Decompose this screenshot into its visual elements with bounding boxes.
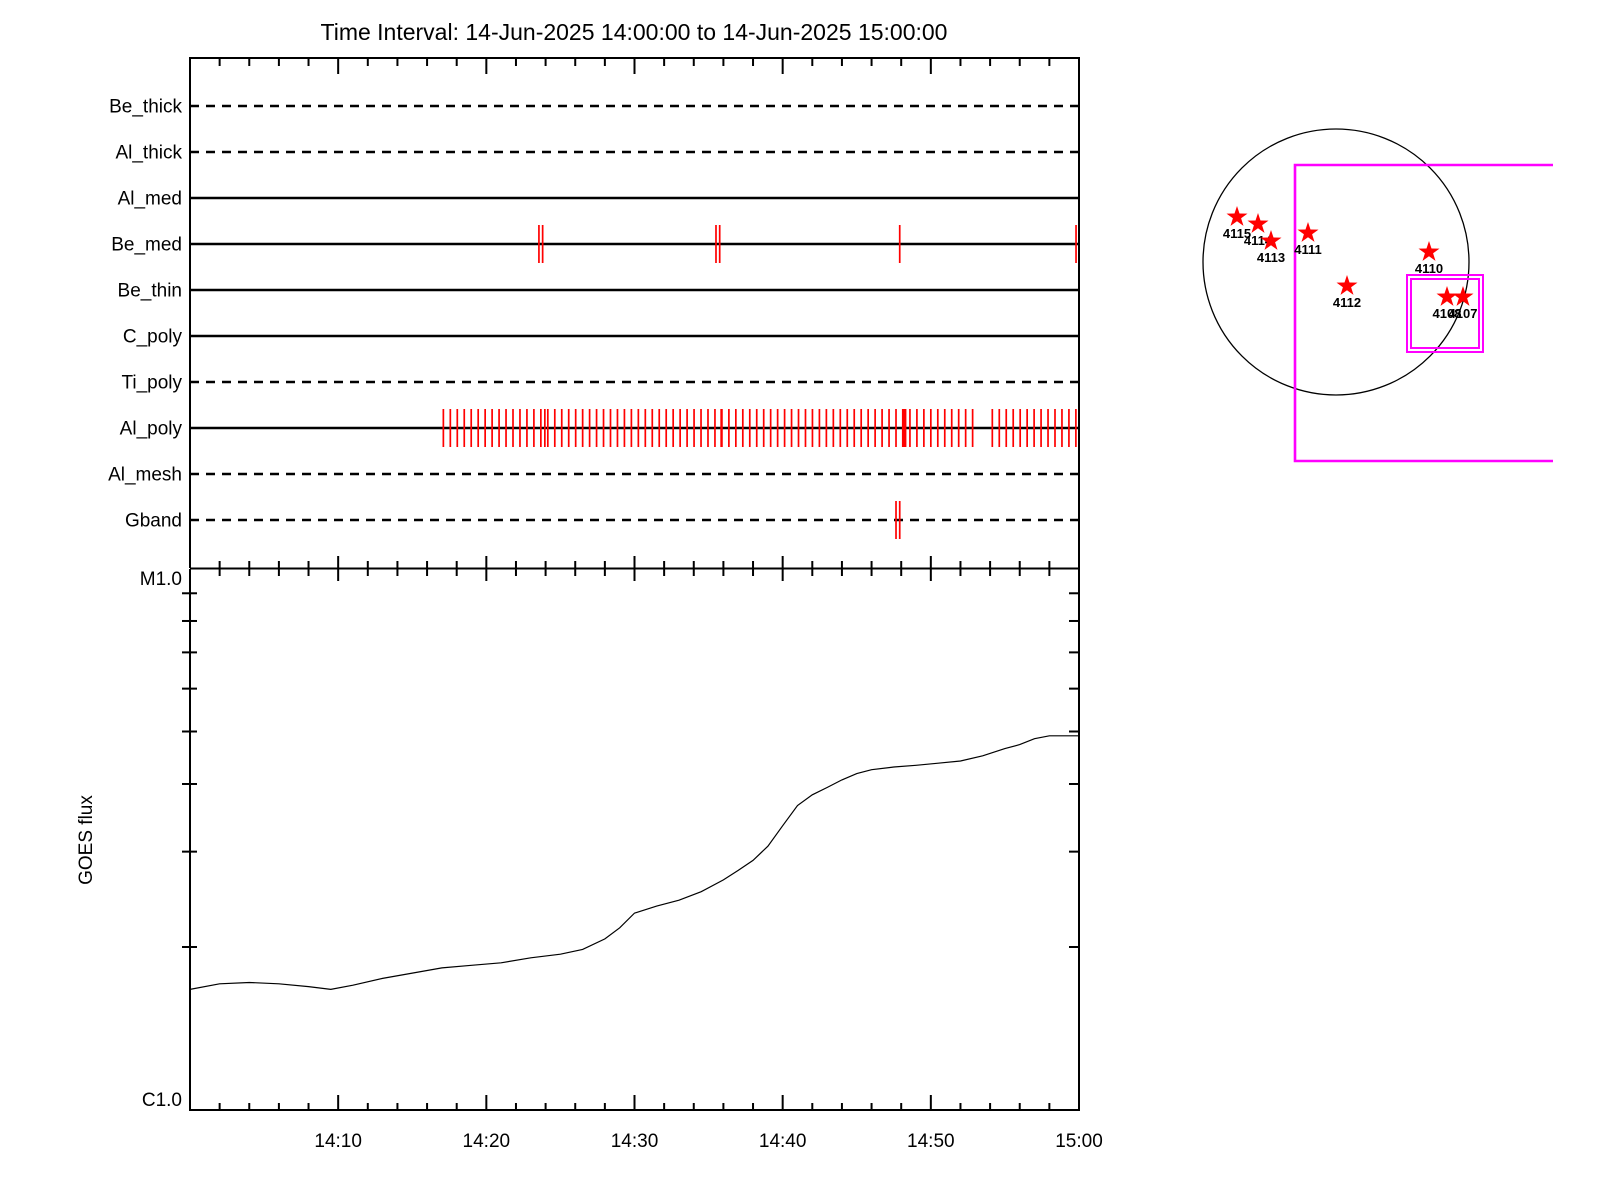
- filter-label-Al_mesh: Al_mesh: [108, 465, 182, 486]
- fov-box-0: [1293, 163, 1553, 463]
- time-label-14:10: 14:10: [314, 1131, 362, 1152]
- active-region-star-4110: [1418, 241, 1440, 261]
- filter-label-Be_thin: Be_thin: [118, 281, 182, 302]
- axis-ticks: [182, 58, 1080, 1110]
- filter-label-Al_thick: Al_thick: [115, 143, 182, 164]
- chart-title: Time Interval: 14-Jun-2025 14:00:00 to 1…: [321, 19, 948, 45]
- goes-ymax-label: M1.0: [140, 569, 182, 590]
- solar-limb-circle: [1202, 128, 1470, 396]
- filter-label-Al_med: Al_med: [118, 189, 182, 210]
- goes-yaxis-title: GOES flux: [76, 795, 97, 885]
- active-region-star-4113: [1260, 230, 1282, 250]
- filter-label-Al_poly: Al_poly: [120, 419, 183, 440]
- active-region-label-4111: 4111: [1294, 242, 1322, 257]
- active-region-label-4112: 4112: [1333, 295, 1361, 310]
- filter-label-C_poly: C_poly: [123, 327, 183, 348]
- filter-label-Gband: Gband: [125, 511, 182, 532]
- goes-ymin-label: C1.0: [142, 1090, 182, 1111]
- filter-label-Be_med: Be_med: [111, 235, 182, 256]
- active-region-label-4107: 4107: [1449, 306, 1478, 321]
- active-region-label-4108: 4108: [1433, 306, 1462, 321]
- fov-box-1: [1406, 274, 1484, 353]
- active-region-star-4108: [1436, 286, 1458, 306]
- active-region-star-4112: [1336, 275, 1358, 295]
- active-region-star-4114: [1247, 213, 1269, 233]
- filter-label-Be_thick: Be_thick: [109, 97, 182, 118]
- active-region-label-4110: 4110: [1415, 261, 1443, 276]
- fov-box-2: [1410, 278, 1480, 349]
- active-region-label-4113: 4113: [1257, 250, 1285, 265]
- active-region-star-4115: [1226, 206, 1248, 226]
- active-region-label-4115: 4115: [1223, 226, 1251, 241]
- time-label-14:30: 14:30: [611, 1131, 659, 1152]
- goes-flux-curve: [189, 735, 1079, 991]
- filter-timeline-rows: Be_thick Al_thick Al_med Be_med Be_thin C_pol…: [108, 97, 1079, 539]
- active-region-star-4111: [1297, 222, 1319, 242]
- time-label-15:00: 15:00: [1055, 1131, 1103, 1152]
- filter-label-Ti_poly: Ti_poly: [121, 373, 182, 394]
- time-label-14:20: 14:20: [463, 1131, 511, 1152]
- active-region-star-4107: [1452, 286, 1474, 306]
- time-axis-labels: 14:10 14:20 14:30 14:40 14:50 15:00: [314, 1131, 1102, 1152]
- time-label-14:40: 14:40: [759, 1131, 807, 1152]
- active-region-label-4114: 4114: [1244, 233, 1273, 248]
- goes-flux-curve-group: [189, 735, 1079, 991]
- time-label-14:50: 14:50: [907, 1131, 955, 1152]
